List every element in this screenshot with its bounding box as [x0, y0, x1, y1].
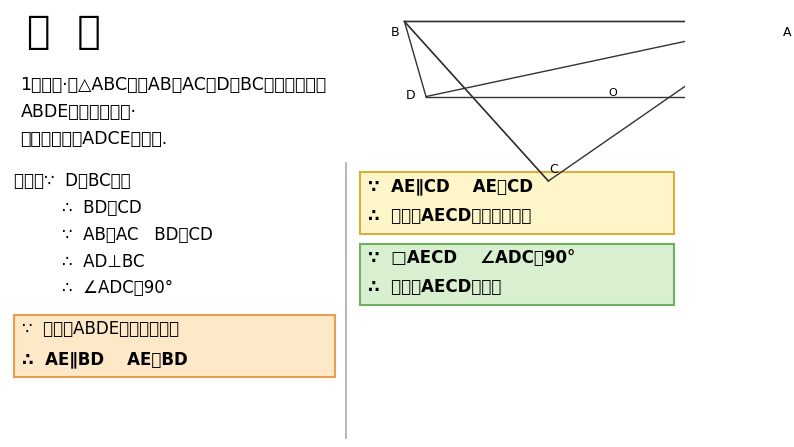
Text: ∴  四边形AECD是平行四边形: ∴ 四边形AECD是平行四边形: [368, 207, 531, 225]
Text: ∴  AE∥BD    AE＝BD: ∴ AE∥BD AE＝BD: [22, 350, 187, 368]
Text: A: A: [783, 25, 791, 39]
Text: 作  业: 作 业: [28, 13, 101, 51]
Text: 1．如图·在△ABC中，AB＝AC，D为BC中点，四边形: 1．如图·在△ABC中，AB＝AC，D为BC中点，四边形: [21, 76, 326, 94]
Text: ∵  四边形ABDE是平行四边形: ∵ 四边形ABDE是平行四边形: [22, 320, 179, 338]
Text: O: O: [608, 88, 617, 98]
Text: ∴  ∠ADC＝90°: ∴ ∠ADC＝90°: [62, 279, 173, 297]
Text: ∴  BD＝CD: ∴ BD＝CD: [62, 199, 141, 217]
Text: ∵  AB＝AC   BD＝CD: ∵ AB＝AC BD＝CD: [62, 226, 213, 244]
Text: D: D: [406, 89, 416, 102]
Text: ∴  四边形AECD是矩形: ∴ 四边形AECD是矩形: [368, 278, 502, 296]
Text: ABDE是平行四边形·: ABDE是平行四边形·: [21, 103, 137, 121]
Text: 求证：四边形ADCE是矩形.: 求证：四边形ADCE是矩形.: [21, 130, 168, 148]
Text: ∵  □AECD    ∠ADC＝90°: ∵ □AECD ∠ADC＝90°: [368, 249, 576, 267]
Text: B: B: [391, 25, 400, 39]
FancyBboxPatch shape: [13, 315, 334, 377]
Text: C: C: [549, 163, 558, 176]
Text: ∵  AE∥CD    AE＝CD: ∵ AE∥CD AE＝CD: [368, 177, 533, 195]
FancyBboxPatch shape: [360, 244, 674, 305]
FancyBboxPatch shape: [360, 172, 674, 234]
Text: ∴  AD⊥BC: ∴ AD⊥BC: [62, 253, 145, 270]
Text: 证明：∵  D为BC中点: 证明：∵ D为BC中点: [13, 172, 130, 190]
